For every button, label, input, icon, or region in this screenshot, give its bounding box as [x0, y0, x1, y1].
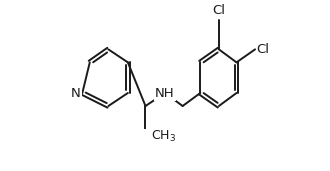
- Text: Cl: Cl: [213, 4, 225, 17]
- Text: NH: NH: [155, 87, 175, 100]
- Text: Cl: Cl: [256, 43, 270, 56]
- Text: N: N: [71, 87, 81, 100]
- Text: CH$_3$: CH$_3$: [151, 129, 176, 144]
